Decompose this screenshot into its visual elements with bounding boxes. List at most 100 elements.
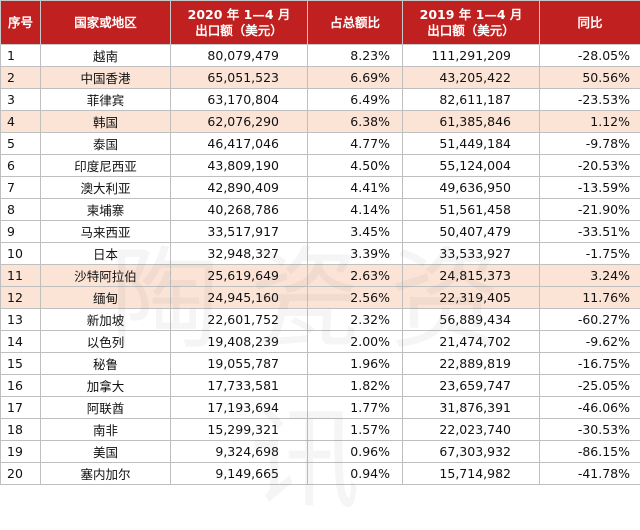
row-value-2019: 43,205,422	[402, 66, 540, 89]
row-region: 塞内加尔	[40, 462, 171, 485]
row-value-2020: 63,170,804	[170, 88, 308, 111]
row-region: 中国香港	[40, 66, 171, 89]
row-value-2020: 40,268,786	[170, 198, 308, 221]
row-value-2020: 9,149,665	[170, 462, 308, 485]
table-row: 19 美国 9,324,698 0.96% 67,303,932 -86.15%	[0, 440, 640, 463]
row-share: 0.96%	[307, 440, 403, 463]
row-share: 4.77%	[307, 132, 403, 155]
row-index: 19	[0, 440, 41, 463]
row-yoy: -1.75%	[539, 242, 640, 265]
header-value-2020-line1: 2020 年 1—4 月	[187, 6, 291, 22]
header-value-2020: 2020 年 1—4 月 出口额（美元）	[170, 0, 308, 45]
row-index: 12	[0, 286, 41, 309]
row-region: 柬埔寨	[40, 198, 171, 221]
row-share: 3.45%	[307, 220, 403, 243]
row-index: 16	[0, 374, 41, 397]
row-yoy: -28.05%	[539, 44, 640, 67]
row-yoy: 1.12%	[539, 110, 640, 133]
row-region: 阿联酋	[40, 396, 171, 419]
header-index: 序号	[0, 0, 41, 45]
row-index: 9	[0, 220, 41, 243]
row-value-2020: 17,733,581	[170, 374, 308, 397]
row-yoy: -30.53%	[539, 418, 640, 441]
row-index: 18	[0, 418, 41, 441]
row-share: 1.57%	[307, 418, 403, 441]
row-value-2019: 51,449,184	[402, 132, 540, 155]
row-yoy: -21.90%	[539, 198, 640, 221]
row-region: 泰国	[40, 132, 171, 155]
row-yoy: -60.27%	[539, 308, 640, 331]
row-share: 1.82%	[307, 374, 403, 397]
row-value-2019: 22,889,819	[402, 352, 540, 375]
row-index: 4	[0, 110, 41, 133]
row-share: 3.39%	[307, 242, 403, 265]
row-value-2019: 15,714,982	[402, 462, 540, 485]
row-yoy: -46.06%	[539, 396, 640, 419]
row-region: 韩国	[40, 110, 171, 133]
row-index: 20	[0, 462, 41, 485]
row-region: 南非	[40, 418, 171, 441]
row-share: 1.96%	[307, 352, 403, 375]
row-yoy: -9.62%	[539, 330, 640, 353]
row-region: 澳大利亚	[40, 176, 171, 199]
row-yoy: -25.05%	[539, 374, 640, 397]
row-value-2020: 19,055,787	[170, 352, 308, 375]
row-yoy: 3.24%	[539, 264, 640, 287]
row-value-2020: 62,076,290	[170, 110, 308, 133]
table-row: 15 秘鲁 19,055,787 1.96% 22,889,819 -16.75%	[0, 352, 640, 375]
row-index: 3	[0, 88, 41, 111]
row-value-2020: 33,517,917	[170, 220, 308, 243]
row-share: 2.32%	[307, 308, 403, 331]
row-value-2019: 33,533,927	[402, 242, 540, 265]
row-index: 7	[0, 176, 41, 199]
row-region: 美国	[40, 440, 171, 463]
row-index: 13	[0, 308, 41, 331]
row-index: 17	[0, 396, 41, 419]
row-share: 6.38%	[307, 110, 403, 133]
row-value-2019: 49,636,950	[402, 176, 540, 199]
row-value-2019: 56,889,434	[402, 308, 540, 331]
row-value-2019: 111,291,209	[402, 44, 540, 67]
row-index: 14	[0, 330, 41, 353]
table-row: 12 缅甸 24,945,160 2.56% 22,319,405 11.76%	[0, 286, 640, 309]
row-value-2019: 61,385,846	[402, 110, 540, 133]
row-share: 0.94%	[307, 462, 403, 485]
header-value-2019-line2: 出口额（美元）	[427, 22, 515, 38]
row-share: 4.50%	[307, 154, 403, 177]
row-share: 8.23%	[307, 44, 403, 67]
row-region: 日本	[40, 242, 171, 265]
header-value-2019-line1: 2019 年 1—4 月	[419, 6, 523, 22]
table-row: 2 中国香港 65,051,523 6.69% 43,205,422 50.56%	[0, 66, 640, 89]
row-yoy: 11.76%	[539, 286, 640, 309]
table-row: 10 日本 32,948,327 3.39% 33,533,927 -1.75%	[0, 242, 640, 265]
table-row: 8 柬埔寨 40,268,786 4.14% 51,561,458 -21.90%	[0, 198, 640, 221]
row-yoy: -86.15%	[539, 440, 640, 463]
row-share: 6.69%	[307, 66, 403, 89]
header-value-2019: 2019 年 1—4 月 出口额（美元）	[402, 0, 540, 45]
row-value-2020: 80,079,479	[170, 44, 308, 67]
row-yoy: -23.53%	[539, 88, 640, 111]
row-value-2020: 9,324,698	[170, 440, 308, 463]
row-value-2019: 82,611,187	[402, 88, 540, 111]
table-body: 1 越南 80,079,479 8.23% 111,291,209 -28.05% 2 中国香…	[0, 44, 640, 485]
row-value-2020: 43,809,190	[170, 154, 308, 177]
row-share: 1.77%	[307, 396, 403, 419]
row-value-2020: 32,948,327	[170, 242, 308, 265]
row-value-2020: 46,417,046	[170, 132, 308, 155]
row-yoy: -9.78%	[539, 132, 640, 155]
row-yoy: 50.56%	[539, 66, 640, 89]
table-row: 9 马来西亚 33,517,917 3.45% 50,407,479 -33.51%	[0, 220, 640, 243]
header-region: 国家或地区	[40, 0, 171, 45]
header-yoy: 同比	[539, 0, 640, 45]
row-share: 2.00%	[307, 330, 403, 353]
row-value-2020: 24,945,160	[170, 286, 308, 309]
table-row: 16 加拿大 17,733,581 1.82% 23,659,747 -25.05%	[0, 374, 640, 397]
row-region: 越南	[40, 44, 171, 67]
row-value-2020: 15,299,321	[170, 418, 308, 441]
row-share: 4.14%	[307, 198, 403, 221]
row-region: 马来西亚	[40, 220, 171, 243]
table-row: 18 南非 15,299,321 1.57% 22,023,740 -30.53%	[0, 418, 640, 441]
table-row: 1 越南 80,079,479 8.23% 111,291,209 -28.05%	[0, 44, 640, 67]
row-index: 10	[0, 242, 41, 265]
row-value-2019: 50,407,479	[402, 220, 540, 243]
